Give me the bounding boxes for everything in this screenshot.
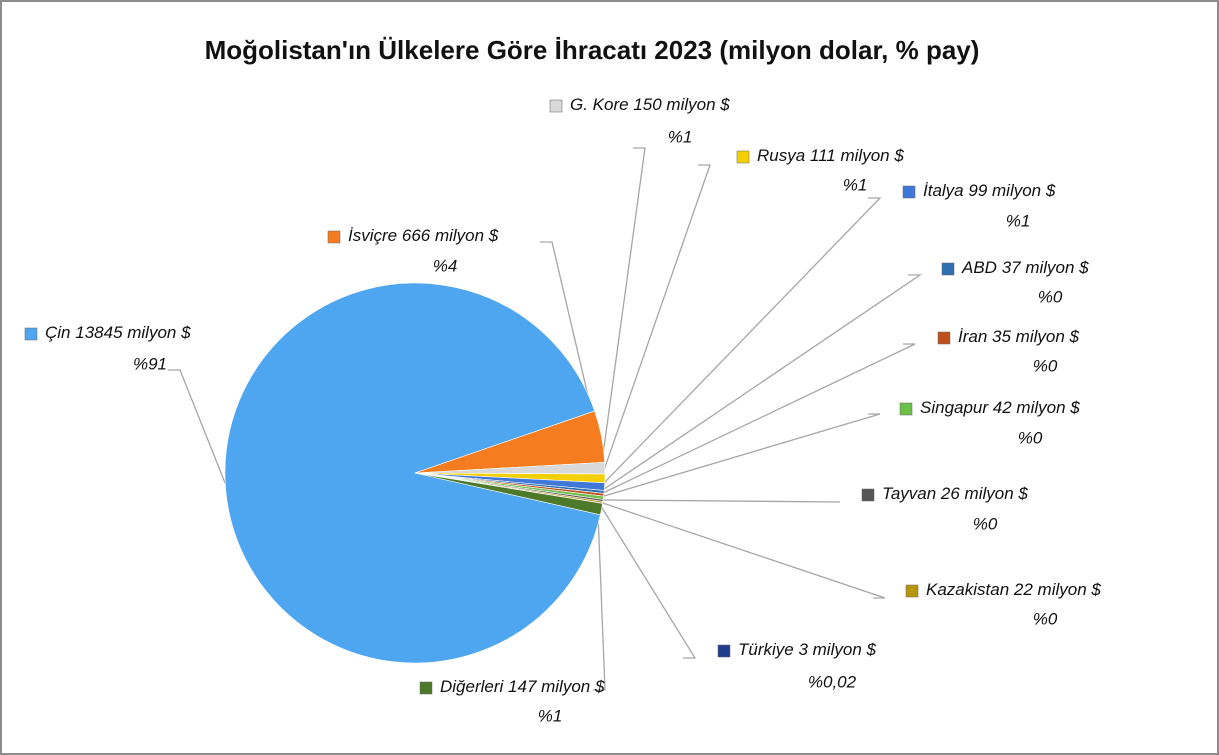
legend-swatch xyxy=(549,99,563,113)
category-name: Singapur xyxy=(920,398,989,417)
leader-line xyxy=(599,274,923,493)
value-label: 666 milyon $ xyxy=(402,226,499,245)
leader-line xyxy=(600,147,646,469)
data-label: Tayvan 26 milyon $ xyxy=(882,484,1028,503)
share-label: %0,02 xyxy=(808,672,857,691)
category-name: İran xyxy=(958,327,987,346)
leader-line xyxy=(598,501,886,599)
leader-line xyxy=(598,502,697,659)
value-label: 150 milyon $ xyxy=(633,95,730,114)
category-name: Diğerleri xyxy=(440,677,505,696)
value-label: 3 milyon $ xyxy=(798,640,876,659)
value-label: 13845 milyon $ xyxy=(75,323,191,342)
leader-line xyxy=(600,164,711,479)
share-label: %1 xyxy=(843,175,868,194)
data-label: Rusya 111 milyon $ xyxy=(757,146,904,165)
share-label: %91 xyxy=(133,354,167,373)
value-label: 99 milyon $ xyxy=(968,181,1055,200)
category-name: ABD xyxy=(961,258,997,277)
leader-line xyxy=(593,508,606,691)
legend-swatch xyxy=(419,681,433,695)
data-label: Diğerleri 147 milyon $ xyxy=(440,677,605,696)
value-label: 26 milyon $ xyxy=(940,484,1028,503)
share-label: %1 xyxy=(1006,211,1031,230)
data-label: ABD 37 milyon $ xyxy=(961,258,1089,277)
data-label: İran 35 milyon $ xyxy=(958,327,1080,346)
pie-slice xyxy=(224,282,601,664)
share-label: %1 xyxy=(668,127,693,146)
leader-line xyxy=(599,343,916,495)
data-label: G. Kore 150 milyon $ xyxy=(570,95,730,114)
legend-swatch xyxy=(937,331,951,345)
share-label: %1 xyxy=(538,706,563,725)
slices xyxy=(224,282,606,664)
data-label: İsviçre 666 milyon $ xyxy=(348,226,499,245)
pie-slice xyxy=(414,472,603,516)
value-label: 111 milyon $ xyxy=(810,146,904,165)
legend-swatch xyxy=(24,327,38,341)
share-label: %0 xyxy=(1018,428,1043,447)
share-label: %0 xyxy=(973,514,998,533)
data-label: İtalya 99 milyon $ xyxy=(923,181,1056,200)
legend-swatch xyxy=(861,488,875,502)
category-name: İtalya xyxy=(923,181,964,200)
legend-swatch xyxy=(902,185,916,199)
share-label: %0 xyxy=(1033,609,1058,628)
category-name: Tayvan xyxy=(882,484,936,503)
leader-line xyxy=(599,413,881,498)
category-name: G. Kore xyxy=(570,95,629,114)
leader-line xyxy=(599,499,841,503)
legend-swatch xyxy=(899,402,913,416)
value-label: 42 milyon $ xyxy=(993,398,1080,417)
share-label: %0 xyxy=(1038,287,1063,306)
legend-swatch xyxy=(327,230,341,244)
share-label: %0 xyxy=(1033,356,1058,375)
category-name: İsviçre xyxy=(348,226,397,245)
data-label: Kazakistan 22 milyon $ xyxy=(926,580,1101,599)
category-name: Rusya xyxy=(757,146,805,165)
data-label: Çin 13845 milyon $ xyxy=(45,323,191,342)
category-name: Çin xyxy=(45,323,71,342)
value-label: 22 milyon $ xyxy=(1013,580,1101,599)
value-label: 147 milyon $ xyxy=(508,677,605,696)
category-name: Türkiye xyxy=(738,640,794,659)
value-label: 37 milyon $ xyxy=(1002,258,1089,277)
value-label: 35 milyon $ xyxy=(992,327,1079,346)
legend-swatch xyxy=(905,584,919,598)
leader-line xyxy=(168,369,226,484)
data-label: Türkiye 3 milyon $ xyxy=(738,640,876,659)
leader-lines xyxy=(168,147,923,691)
share-label: %4 xyxy=(433,256,458,275)
leader-line xyxy=(540,241,599,438)
legend-swatch xyxy=(736,150,750,164)
category-name: Kazakistan xyxy=(926,580,1009,599)
legend-swatch xyxy=(941,262,955,276)
legend-swatch xyxy=(717,644,731,658)
data-label: Singapur 42 milyon $ xyxy=(920,398,1080,417)
chart-title: Moğolistan'ın Ülkelere Göre İhracatı 202… xyxy=(205,35,980,65)
leader-line xyxy=(600,197,882,487)
